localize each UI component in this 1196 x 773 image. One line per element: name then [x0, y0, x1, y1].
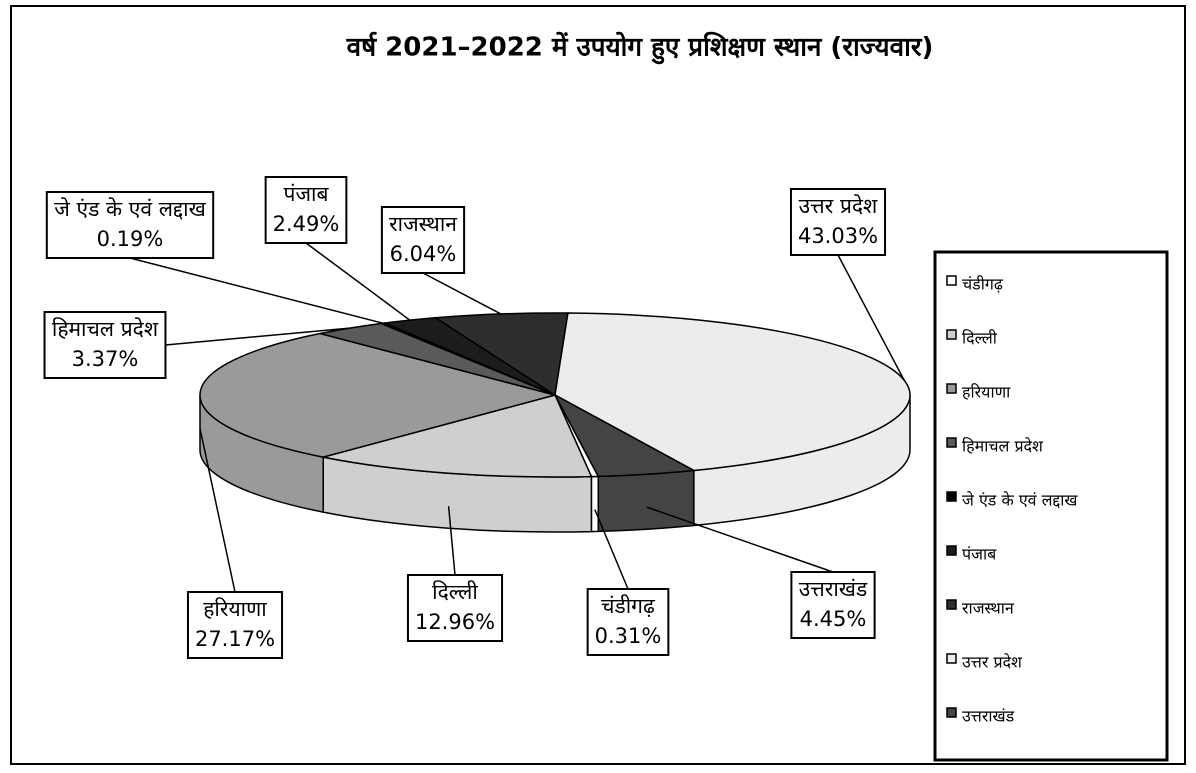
legend-label: जे एंड के एवं लद्दाख	[962, 491, 1078, 510]
label-category: राजस्थान	[389, 212, 457, 236]
legend-box	[933, 250, 1169, 762]
leader-line	[199, 428, 236, 593]
label-box	[790, 571, 876, 639]
legend-label: पंजाब	[962, 545, 997, 564]
label-category: उत्तर प्रदेश	[799, 194, 878, 218]
data-label: उत्तर प्रदेश 43.03%	[789, 188, 887, 256]
legend-swatch	[946, 275, 957, 286]
label-value: 27.17%	[195, 627, 275, 651]
label-box	[264, 176, 348, 244]
legend-swatch	[946, 653, 957, 664]
data-label: दिल्ली 12.96%	[406, 574, 504, 642]
leader-line	[837, 254, 905, 381]
legend-label: हिमाचल प्रदेश	[962, 437, 1044, 456]
label-category: पंजाब	[284, 182, 330, 206]
legend-swatch	[946, 545, 957, 556]
slice	[322, 394, 593, 478]
legend-swatch	[946, 599, 957, 610]
label-value: 4.45%	[800, 607, 867, 631]
leader-line	[305, 242, 411, 321]
legend-label: उत्तराखंड	[962, 707, 1015, 726]
slice	[199, 332, 558, 458]
label-value: 43.03%	[798, 224, 878, 248]
legend-label: दिल्ली	[962, 329, 998, 348]
label-value: 3.37%	[72, 347, 139, 371]
label-category: जे एंड के एवं लद्दाख	[54, 197, 206, 221]
data-label: जे एंड के एवं लद्दाख 0.19%	[45, 191, 215, 259]
data-label: उत्तराखंड 4.45%	[790, 571, 876, 639]
label-box	[45, 191, 215, 259]
label-category: हिमाचल प्रदेश	[52, 317, 159, 341]
label-category: दिल्ली	[432, 580, 478, 604]
data-label: राजस्थान 6.04%	[380, 206, 466, 274]
chart-title: वर्ष 2021–2022 में उपयोग हुए प्रशिक्षण स…	[346, 32, 934, 65]
slice-side	[590, 475, 600, 533]
legend-swatch	[946, 491, 957, 502]
label-box	[186, 591, 284, 659]
leader-line	[165, 327, 350, 346]
data-label: पंजाब 2.49%	[264, 176, 348, 244]
leader-line	[594, 509, 629, 590]
label-value: 6.04%	[390, 242, 457, 266]
legend-label: चंडीगढ़	[962, 275, 1004, 294]
label-category: चंडीगढ़	[601, 594, 656, 618]
data-label: चंडीगढ़ 0.31%	[586, 588, 670, 656]
legend-label: हरियाणा	[962, 383, 1011, 402]
label-box	[586, 588, 670, 656]
chart-border	[10, 5, 1186, 765]
legend-swatch	[946, 437, 957, 448]
legend-swatch	[946, 329, 957, 340]
label-value: 12.96%	[415, 610, 495, 634]
label-value: 0.19%	[97, 227, 164, 251]
label-value: 0.31%	[595, 624, 662, 648]
leader-line	[447, 506, 456, 576]
label-box	[380, 206, 466, 274]
slice-side	[597, 469, 695, 533]
legend-swatch	[946, 707, 957, 718]
leader-line	[129, 257, 384, 324]
label-category: हरियाणा	[203, 597, 267, 621]
slice	[433, 312, 569, 397]
leader-line	[422, 272, 502, 315]
label-category: उत्तराखंड	[799, 577, 868, 601]
data-label: हिमाचल प्रदेश 3.37%	[43, 311, 167, 379]
leader-line	[646, 506, 834, 573]
slice	[553, 393, 697, 478]
legend-label: उत्तर प्रदेश	[962, 653, 1023, 672]
label-value: 2.49%	[273, 212, 340, 236]
legend-label: राजस्थान	[962, 599, 1015, 618]
data-label: हरियाणा 27.17%	[186, 591, 284, 659]
legend-swatch	[946, 383, 957, 394]
label-box	[43, 311, 167, 379]
